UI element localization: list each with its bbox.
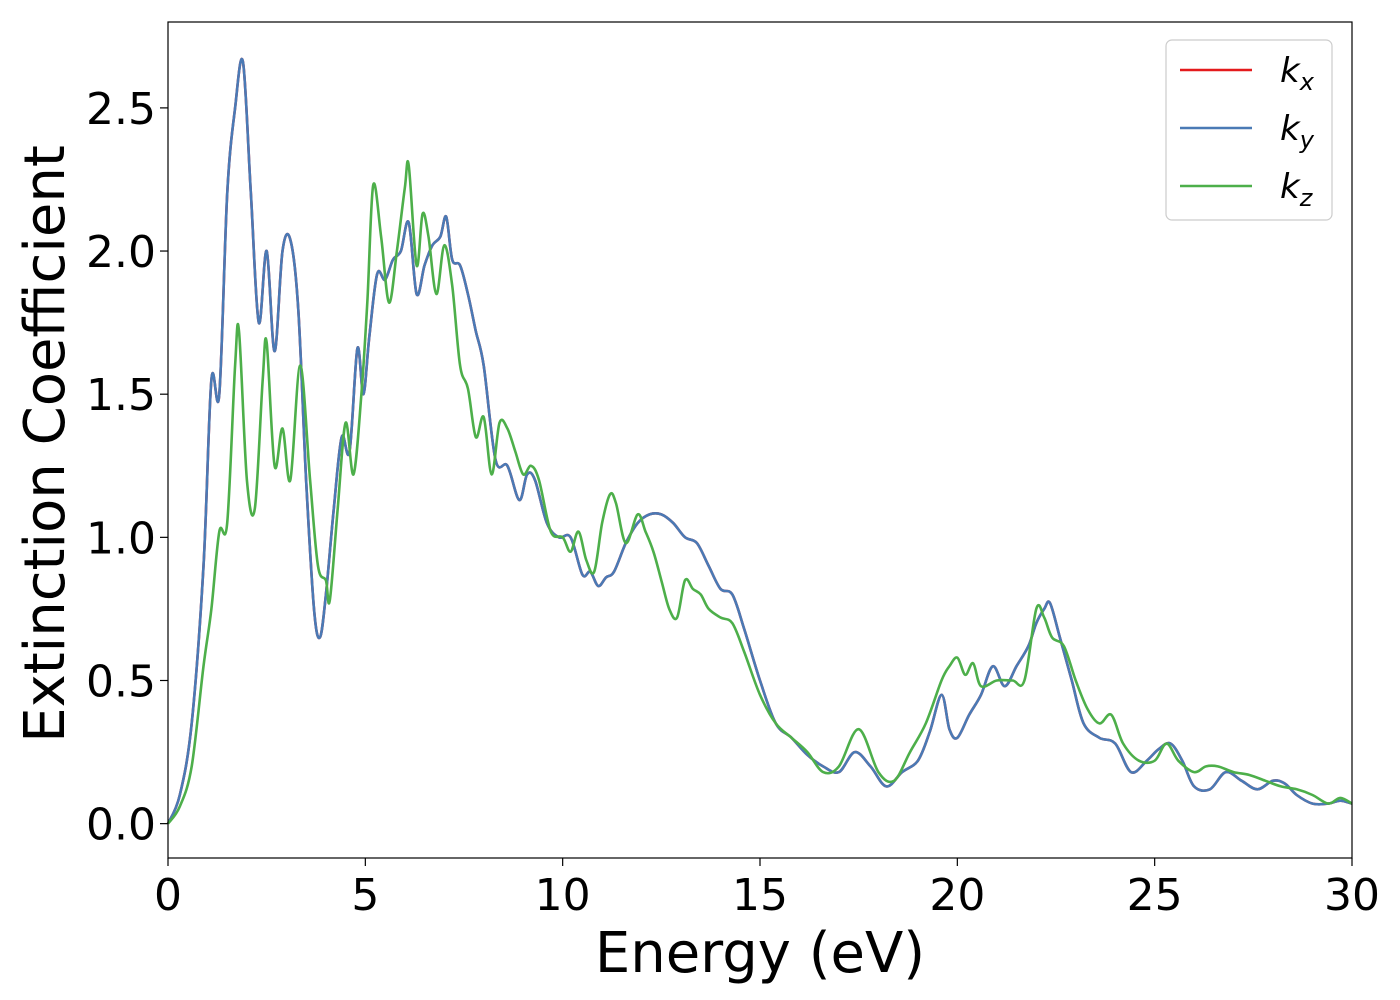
series-lines	[166, 57, 1353, 825]
legend-label-y: ky	[1280, 109, 1315, 154]
x-tick-label: 0	[154, 870, 182, 921]
x-tick-label: 30	[1324, 870, 1380, 921]
legend-label-x: kx	[1280, 51, 1315, 96]
y-axis-title: Extinction Coefficient	[13, 145, 78, 743]
y-axis-ticks: 0.0 0.5 1.0 1.5 2.0 2.5	[86, 84, 168, 851]
y-tick-label: 0.5	[86, 656, 156, 707]
x-axis-ticks: 0 5 10 15 20 25 30	[154, 858, 1380, 921]
legend-box	[1165, 39, 1333, 221]
series-line-ky	[166, 57, 1353, 825]
legend-label-z: kz	[1280, 167, 1314, 212]
y-tick-label: 2.0	[86, 227, 156, 278]
x-axis-title: Energy (eV)	[595, 921, 925, 986]
legend: kx ky kz	[1165, 39, 1333, 221]
y-tick-label: 0.0	[86, 800, 156, 851]
y-tick-label: 1.0	[86, 513, 156, 564]
x-tick-label: 15	[732, 870, 788, 921]
x-tick-label: 25	[1127, 870, 1183, 921]
x-tick-label: 10	[535, 870, 591, 921]
series-line-kz	[166, 160, 1353, 825]
y-tick-label: 2.5	[86, 84, 156, 135]
y-tick-label: 1.5	[86, 370, 156, 421]
x-tick-label: 5	[351, 870, 379, 921]
x-tick-label: 20	[929, 870, 985, 921]
